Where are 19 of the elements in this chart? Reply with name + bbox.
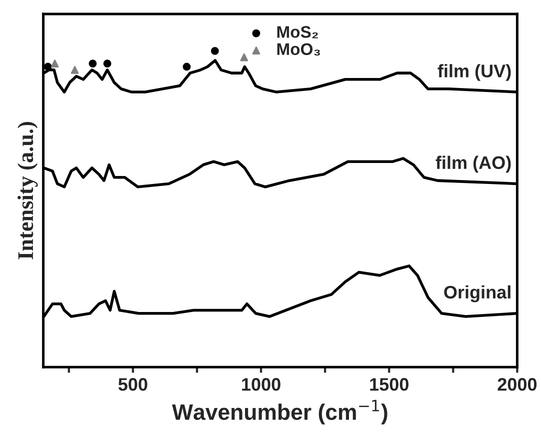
point: [182, 62, 191, 71]
x-tick-label: 2000: [498, 378, 537, 391]
series-label: film (AO): [436, 156, 511, 173]
point: [88, 60, 97, 68]
series-label: film (UV): [438, 64, 511, 81]
x-axis-title: Wavenumber (cm$^{−1}$): [172, 400, 388, 424]
legend-label: MoS₂: [277, 26, 318, 38]
point: [44, 62, 52, 71]
point: [70, 66, 79, 74]
legend-label: MoO₃: [277, 43, 320, 56]
point: [103, 60, 112, 68]
x-tick-label: 500: [118, 378, 148, 391]
point: [210, 46, 219, 55]
point: [50, 60, 59, 68]
x-tick-label: 1500: [370, 378, 408, 391]
x-tick-label: 1000: [242, 378, 280, 391]
series-label: Original: [444, 285, 510, 302]
y-axis-title: Intensity (a.u.): [18, 122, 38, 260]
point: [240, 53, 248, 62]
